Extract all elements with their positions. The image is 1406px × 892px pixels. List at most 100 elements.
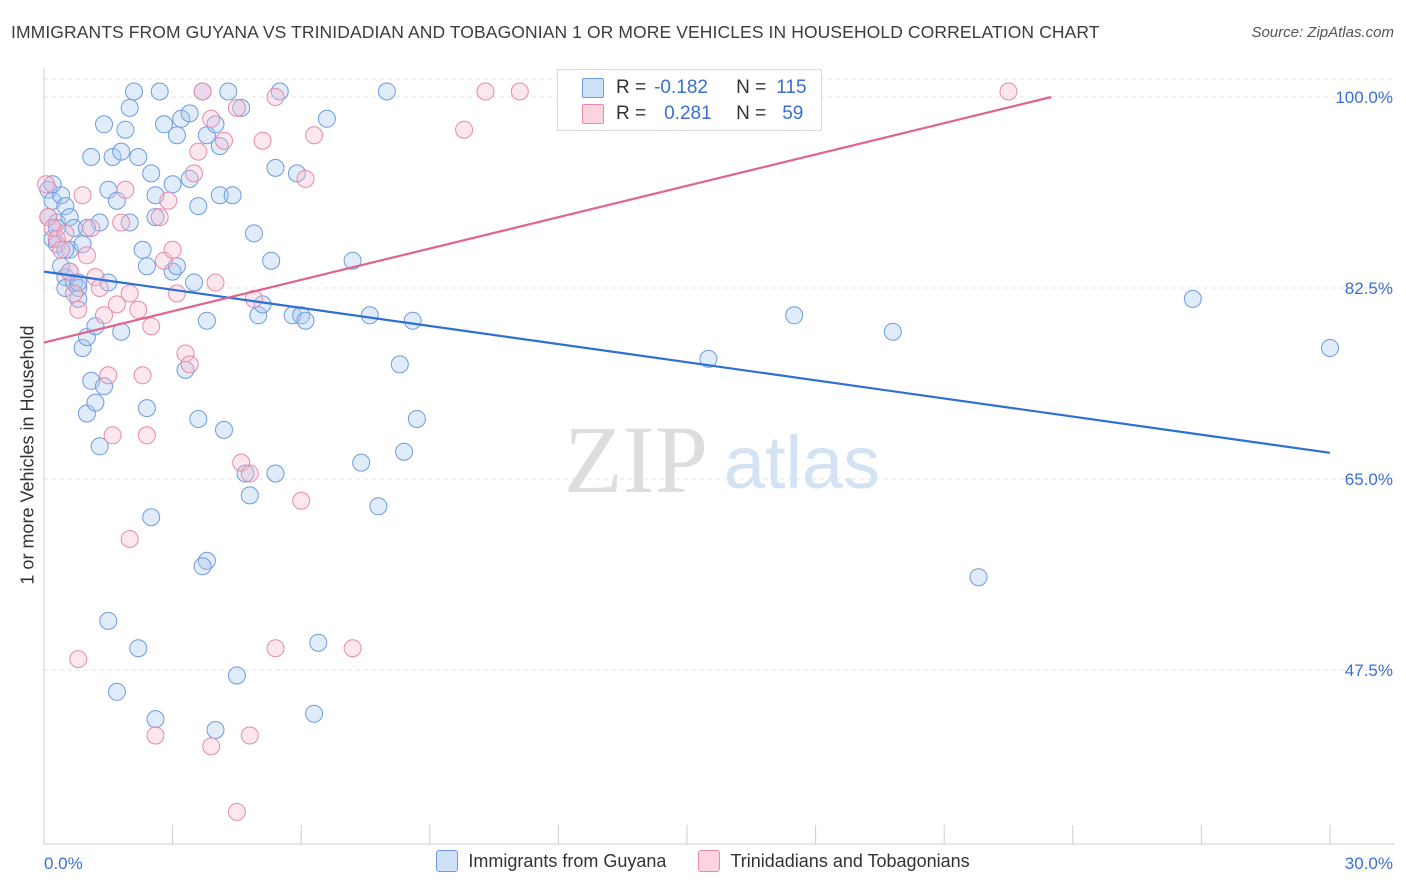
- guyana-point: [86, 393, 105, 412]
- y-tick-label: 100.0%: [1335, 88, 1393, 107]
- guyana-point: [163, 175, 182, 194]
- guyana-point: [129, 639, 148, 658]
- guyana-point: [95, 377, 113, 396]
- guyana-point: [197, 311, 216, 330]
- guyana-point: [77, 219, 96, 237]
- guyana-point: [296, 311, 315, 330]
- trinidad-point: [292, 491, 311, 510]
- guyana-point: [407, 410, 426, 428]
- trinidad-point: [56, 224, 75, 243]
- guyana-point: [266, 464, 285, 483]
- trinidad-point: [266, 88, 285, 106]
- trinidad-point: [133, 366, 152, 385]
- source-credit: Source: ZipAtlas.com: [1251, 24, 1394, 41]
- trinidad-point: [73, 186, 92, 205]
- trinidad-point: [227, 802, 246, 821]
- n-label: N =: [736, 103, 767, 124]
- stats-box: R = -0.182 N = 115 R = 0.281 N = 59: [557, 69, 822, 131]
- guyana-point: [142, 508, 161, 527]
- trinidad-point: [65, 284, 83, 303]
- series-guyana-points: [39, 82, 1339, 739]
- trinidad-point: [202, 109, 221, 128]
- trinidad-point: [455, 120, 474, 139]
- guyana-point: [137, 257, 156, 276]
- trinidad-point: [240, 726, 259, 745]
- x-tick-label: 0.0%: [44, 854, 83, 873]
- trinidad-point: [215, 131, 233, 150]
- guyana-point: [699, 349, 718, 368]
- stats-row-guyana: R = -0.182 N = 115: [582, 75, 807, 101]
- y-tick-label: 47.5%: [1345, 661, 1393, 680]
- series-trinidad-points: [37, 82, 1018, 821]
- guyana-point: [73, 339, 92, 357]
- trinidad-point: [227, 98, 246, 117]
- guyana-point: [369, 497, 388, 516]
- trinidad-point: [253, 131, 272, 150]
- guyana-point: [219, 82, 238, 101]
- guyana-point: [266, 158, 285, 177]
- guyana-point: [125, 82, 143, 101]
- trinidad-point: [180, 355, 199, 374]
- guyana-point: [95, 115, 113, 134]
- trinidad-point: [69, 650, 88, 669]
- guyana-point: [137, 399, 156, 418]
- trinidad-point: [39, 208, 58, 227]
- guyana-point: [210, 186, 229, 205]
- trinidad-point: [99, 366, 118, 385]
- trinidad-point: [69, 300, 88, 319]
- guyana-point: [223, 186, 242, 205]
- trinidad-point: [107, 295, 126, 314]
- y-tick-label: 82.5%: [1345, 279, 1393, 298]
- r-value: -0.182: [654, 77, 708, 98]
- trinidad-point: [189, 142, 208, 161]
- trinidad-point: [82, 219, 101, 237]
- guyana-point: [305, 704, 324, 723]
- guyana-point: [262, 251, 281, 270]
- watermark-zip: ZIP: [564, 406, 708, 513]
- guyana-point: [107, 682, 126, 701]
- x-tick-label: 30.0%: [1345, 854, 1393, 873]
- legend-item-guyana[interactable]: Immigrants from Guyana: [436, 850, 666, 872]
- trinidad-point: [120, 284, 139, 303]
- trend-lines: [43, 95, 1331, 454]
- r-value: 0.281: [664, 103, 712, 124]
- n-value: 115: [776, 77, 807, 98]
- guyana-point: [206, 721, 225, 739]
- trend-line-trinidad: [43, 95, 1052, 344]
- guyana-point: [227, 666, 246, 685]
- trinidad-point: [129, 300, 148, 319]
- guyana-point: [360, 306, 379, 325]
- trinidad-point: [95, 306, 113, 325]
- r-label: R =: [616, 77, 647, 98]
- guyana-point: [116, 120, 135, 139]
- legend-label-trinidad: Trinidadians and Tobagonians: [730, 850, 970, 871]
- guyana-point: [167, 126, 186, 145]
- guyana-point: [1321, 339, 1339, 357]
- trinidad-point: [120, 530, 139, 548]
- n-value: 59: [782, 103, 804, 124]
- guyana-point: [150, 82, 169, 101]
- legend-item-trinidad[interactable]: Trinidadians and Tobagonians: [698, 850, 970, 872]
- stats-swatch-guyana: [582, 78, 604, 98]
- y-axis-label: 1 or more Vehicles in Household: [17, 325, 38, 585]
- trinidad-point: [137, 426, 156, 445]
- guyana-point: [236, 464, 255, 483]
- trinidad-point: [146, 726, 165, 745]
- guyana-point: [185, 273, 203, 292]
- guyana-point: [82, 148, 101, 166]
- trinidad-point: [52, 240, 71, 259]
- guyana-point: [112, 142, 131, 161]
- guyana-point: [90, 437, 109, 456]
- y-tick-label: 65.0%: [1345, 470, 1393, 489]
- trinidad-point: [510, 82, 529, 101]
- guyana-point: [43, 175, 62, 194]
- guyana-point: [172, 109, 191, 128]
- watermark: ZIP atlas: [564, 406, 880, 513]
- trinidad-point: [240, 464, 259, 483]
- tick-labels: 47.5% 65.0% 82.5% 100.0% 0.0% 30.0%: [44, 88, 1393, 873]
- r-label: R =: [616, 103, 647, 124]
- trend-line-guyana: [43, 270, 1331, 454]
- guyana-point: [146, 208, 165, 227]
- trinidad-point: [77, 246, 96, 265]
